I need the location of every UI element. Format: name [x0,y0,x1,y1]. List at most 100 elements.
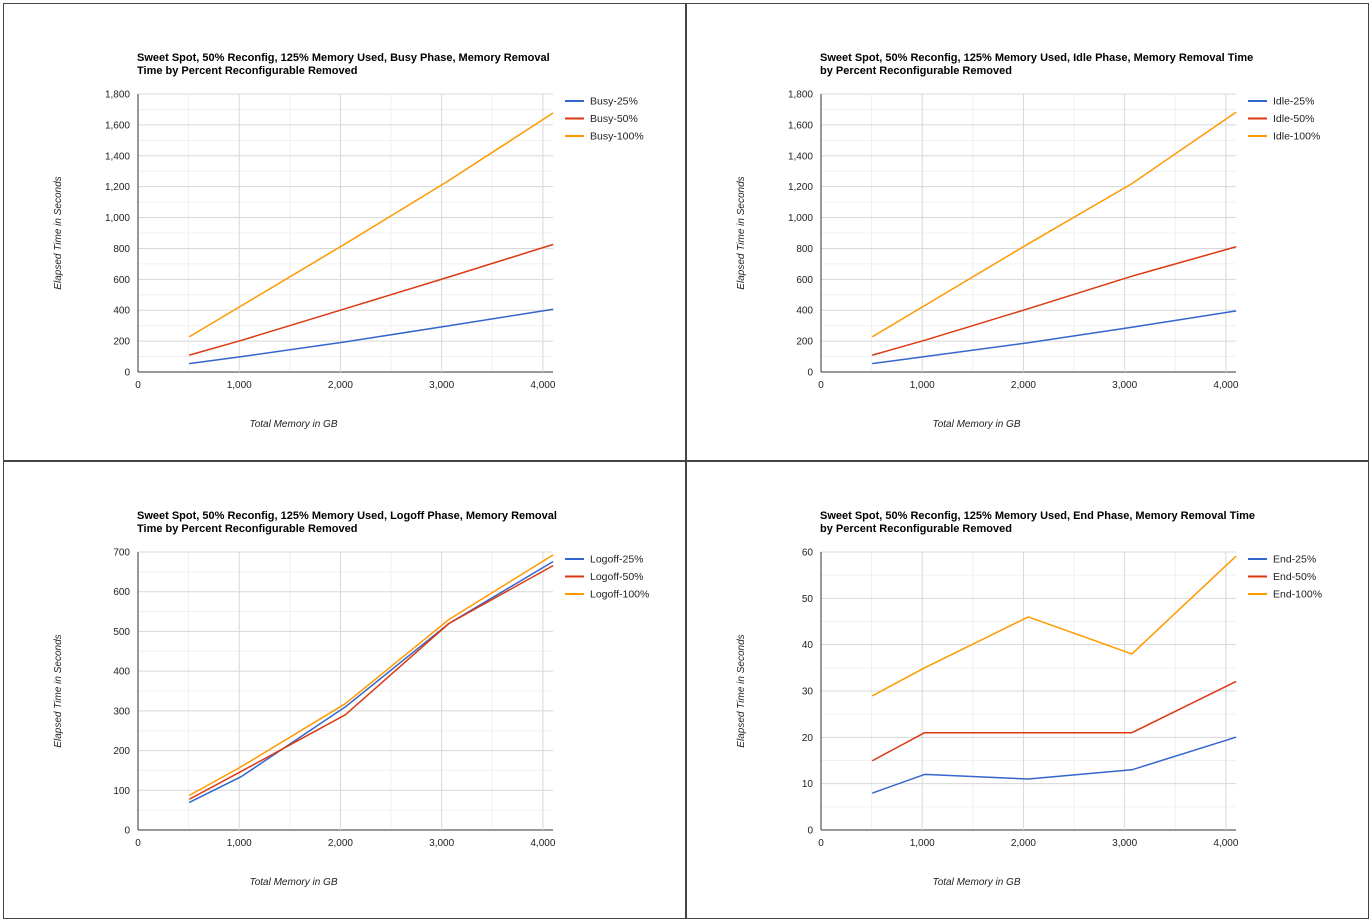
x-tick-label: 1,000 [227,380,252,391]
legend-entry: Busy-25% [590,96,638,108]
x-tick-label: 3,000 [429,380,454,391]
x-tick-label: 4,000 [530,838,555,849]
x-tick-label: 1,000 [910,380,935,391]
chart-title-line: by Percent Reconfigurable Removed [820,523,1012,535]
x-tick-label: 2,000 [1011,838,1036,849]
legend-entry: Logoff-100% [590,589,649,601]
y-tick-label: 700 [113,548,130,559]
x-tick-label: 0 [818,838,824,849]
legend-entry: End-25% [1273,554,1316,566]
series-line-end-100- [872,555,1237,697]
chart-svg: Sweet Spot, 50% Reconfig, 125% Memory Us… [736,510,1322,888]
y-tick-label: 800 [113,244,130,255]
x-tick-label: 0 [818,380,824,391]
chart-panel-idle: Sweet Spot, 50% Reconfig, 125% Memory Us… [686,3,1369,461]
y-tick-label: 200 [113,746,130,757]
x-tick-label: 0 [135,380,141,391]
y-tick-label: 1,400 [105,151,130,162]
y-tick-label: 0 [807,826,813,837]
y-tick-label: 0 [124,368,130,379]
y-tick-label: 1,600 [788,120,813,131]
y-tick-label: 1,800 [105,90,130,101]
legend-entry: Busy-100% [590,131,644,143]
chart-title-line: Sweet Spot, 50% Reconfig, 125% Memory Us… [820,52,1253,64]
legend-entry: End-100% [1273,589,1322,601]
y-tick-label: 600 [796,275,813,286]
legend-entry: Idle-50% [1273,113,1314,125]
chart-svg: Sweet Spot, 50% Reconfig, 125% Memory Us… [736,52,1320,430]
x-tick-label: 2,000 [1011,380,1036,391]
y-tick-label: 600 [113,275,130,286]
y-tick-label: 1,200 [105,182,130,193]
y-tick-label: 200 [113,337,130,348]
y-tick-label: 30 [802,687,814,698]
series-line-busy-50- [189,243,554,356]
x-axis-label: Total Memory in GB [933,877,1021,888]
chart-svg: Sweet Spot, 50% Reconfig, 125% Memory Us… [53,52,644,430]
y-axis-label: Elapsed Time in Seconds [53,176,64,289]
y-tick-label: 1,000 [788,213,813,224]
chart-svg: Sweet Spot, 50% Reconfig, 125% Memory Us… [53,510,649,888]
y-tick-label: 300 [113,706,130,717]
y-tick-label: 1,400 [788,151,813,162]
y-tick-label: 500 [113,627,130,638]
y-tick-label: 400 [113,667,130,678]
y-axis-label: Elapsed Time in Seconds [736,634,747,747]
x-tick-label: 4,000 [530,380,555,391]
y-tick-label: 400 [796,306,813,317]
x-axis-label: Total Memory in GB [250,877,338,888]
chart-title-line: Time by Percent Reconfigurable Removed [137,65,357,77]
legend-entry: End-50% [1273,571,1316,583]
x-tick-label: 3,000 [429,838,454,849]
y-tick-label: 200 [796,337,813,348]
chart-title-line: Time by Percent Reconfigurable Removed [137,523,357,535]
y-tick-label: 0 [807,368,813,379]
legend-entry: Logoff-25% [590,554,644,566]
y-tick-label: 20 [802,733,814,744]
y-tick-label: 100 [113,786,130,797]
x-tick-label: 2,000 [328,380,353,391]
y-tick-label: 60 [802,548,814,559]
y-tick-label: 1,800 [788,90,813,101]
series-line-busy-25- [189,308,554,365]
chart-title-line: Sweet Spot, 50% Reconfig, 125% Memory Us… [137,510,557,522]
x-tick-label: 3,000 [1112,838,1137,849]
x-tick-label: 3,000 [1112,380,1137,391]
legend-entry: Idle-25% [1273,96,1314,108]
y-tick-label: 1,600 [105,120,130,131]
chart-title-line: by Percent Reconfigurable Removed [820,65,1012,77]
chart-panel-end: Sweet Spot, 50% Reconfig, 125% Memory Us… [686,461,1369,919]
series-line-idle-50- [872,246,1237,356]
y-tick-label: 1,000 [105,213,130,224]
chart-panel-busy: Sweet Spot, 50% Reconfig, 125% Memory Us… [3,3,686,461]
y-tick-label: 1,200 [788,182,813,193]
x-tick-label: 4,000 [1213,380,1238,391]
x-axis-label: Total Memory in GB [250,419,338,430]
legend-entry: Idle-100% [1273,131,1320,143]
x-tick-label: 0 [135,838,141,849]
y-tick-label: 800 [796,244,813,255]
x-tick-label: 1,000 [910,838,935,849]
chart-title-line: Sweet Spot, 50% Reconfig, 125% Memory Us… [820,510,1255,522]
y-tick-label: 600 [113,587,130,598]
x-tick-label: 1,000 [227,838,252,849]
series-line-idle-25- [872,310,1237,365]
chart-panel-logoff: Sweet Spot, 50% Reconfig, 125% Memory Us… [3,461,686,919]
series-line-idle-100- [872,111,1237,338]
x-axis-label: Total Memory in GB [933,419,1021,430]
x-tick-label: 2,000 [328,838,353,849]
chart-title-line: Sweet Spot, 50% Reconfig, 125% Memory Us… [137,52,550,64]
y-tick-label: 0 [124,826,130,837]
x-tick-label: 4,000 [1213,838,1238,849]
series-line-end-25- [872,736,1237,794]
y-tick-label: 40 [802,640,814,651]
legend-entry: Logoff-50% [590,571,644,583]
series-line-busy-100- [189,112,554,338]
y-tick-label: 10 [802,779,814,790]
series-line-logoff-25- [189,561,554,803]
series-line-end-50- [872,680,1237,762]
y-tick-label: 400 [113,306,130,317]
legend-entry: Busy-50% [590,113,638,125]
series-line-logoff-50- [189,565,554,800]
